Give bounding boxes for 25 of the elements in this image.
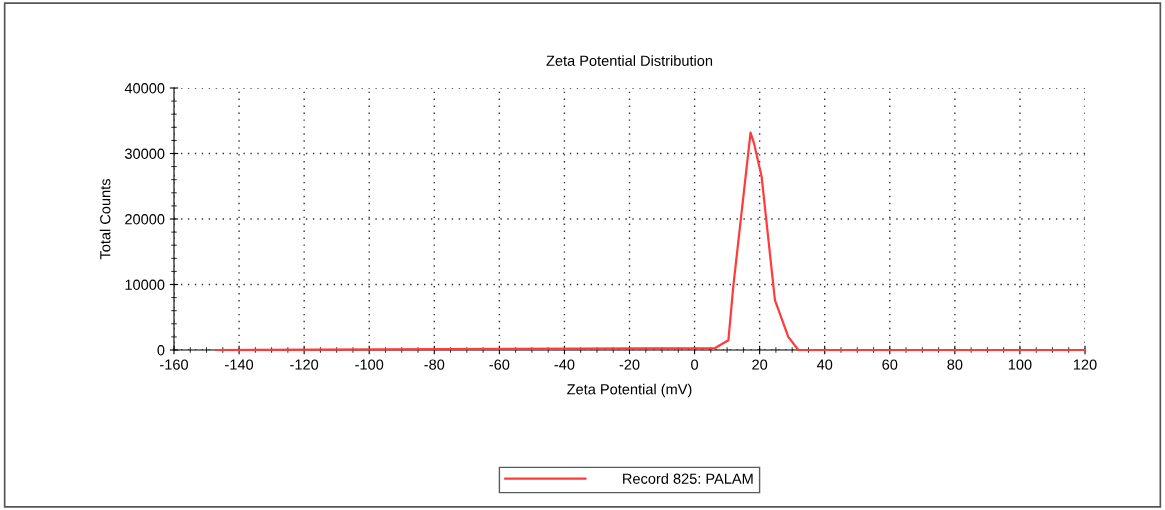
x-tick-label: 40: [816, 359, 833, 370]
x-tick-label: 100: [1008, 359, 1032, 370]
text: Record 825: PALAM: [623, 473, 753, 484]
x-tick-label: 20: [752, 359, 768, 370]
x-tick-label: -120: [290, 359, 319, 370]
x-tick-label: -160: [160, 359, 189, 370]
x-tick-label: 0: [691, 359, 699, 370]
y-tick-label: 40000: [124, 83, 165, 94]
y-tick-label: 20000: [125, 214, 165, 225]
y-tick-label: 30000: [124, 148, 165, 159]
line-series: [215, 131, 1087, 352]
y-tick-label: 0: [157, 345, 165, 356]
x-tick-label: -140: [225, 359, 254, 370]
x-axis-title: Zeta Potential (mV): [567, 383, 692, 398]
x-tick-label: -60: [489, 359, 510, 370]
y-tick-label: 10000: [125, 279, 165, 290]
x-tick-label: -20: [619, 359, 640, 370]
x-tick-label: -100: [355, 359, 384, 370]
y-axis-title: Total Counts: [99, 179, 111, 260]
x-tick-label: 80: [947, 359, 963, 370]
x-tick-label: -40: [554, 359, 575, 370]
x-tick-label: 60: [882, 359, 898, 370]
x-tick-label: 120: [1073, 359, 1097, 370]
chart-title: Zeta Potential Distribution: [546, 55, 713, 66]
x-tick-label: -80: [424, 359, 445, 370]
